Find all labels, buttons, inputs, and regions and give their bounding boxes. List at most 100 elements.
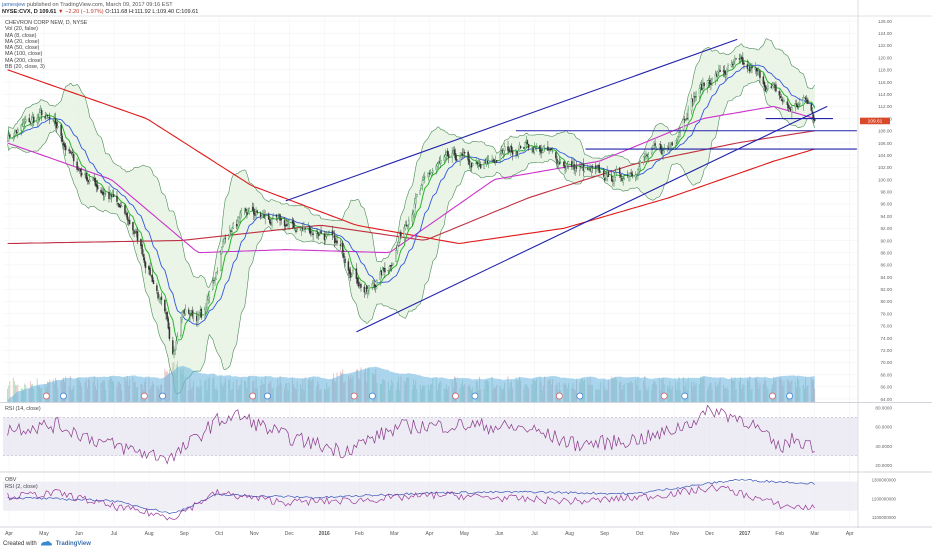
price-tick-label: 86.00 — [881, 263, 893, 268]
candle-body — [698, 88, 701, 97]
candle-body — [166, 312, 168, 320]
candle-body — [755, 67, 758, 72]
price-tick-label: 96.00 — [881, 202, 893, 207]
candle-body — [572, 163, 574, 166]
candle-body — [388, 266, 391, 270]
candle-body — [455, 159, 458, 161]
candle-body — [116, 195, 118, 202]
candle-body — [299, 229, 302, 231]
dividend-marker-icon — [159, 392, 166, 400]
candle-body — [790, 108, 792, 112]
candle-body — [772, 84, 775, 87]
time-tick-label: Nov — [670, 531, 679, 537]
price-tick-label: 92.00 — [881, 226, 893, 231]
candle-body — [642, 156, 645, 164]
candle-body — [725, 71, 727, 75]
legend-ma100[interactable]: MA (100, close) — [5, 51, 43, 58]
legend-symbol[interactable]: CHEVRON CORP NEW, D, NYSE — [5, 20, 88, 26]
price-tick-label: 102.00 — [878, 165, 892, 170]
candle-body — [519, 146, 522, 149]
candle-body — [52, 119, 54, 121]
candle-body — [693, 96, 695, 104]
candle-body — [86, 177, 89, 181]
legend-ma200[interactable]: MA (200, close) — [5, 57, 43, 64]
candle-body — [133, 230, 135, 234]
candle-body — [88, 179, 91, 182]
price-tick-label: 98.00 — [881, 190, 893, 195]
volume-bar — [7, 388, 9, 402]
time-tick-label: Mar — [390, 531, 399, 537]
candle-body — [183, 310, 185, 314]
rsi14-label[interactable]: RSI (14, close) — [5, 406, 41, 412]
candle-body — [557, 161, 559, 165]
candle-body — [69, 151, 71, 154]
candle-body — [348, 269, 351, 274]
price-tick-label: 114.00 — [878, 92, 892, 97]
candle-body — [463, 151, 466, 154]
candle-body — [494, 160, 497, 162]
candle-body — [164, 299, 166, 312]
candle-body — [500, 150, 502, 154]
candle-body — [288, 219, 290, 225]
candle-body — [483, 162, 485, 169]
candle-body — [551, 150, 554, 152]
obv-label[interactable]: OBV — [5, 477, 17, 483]
candle-body — [566, 164, 569, 166]
candle-body — [28, 118, 30, 122]
time-tick-label: Dec — [705, 531, 714, 537]
tradingview-brand[interactable]: TradingView — [55, 540, 91, 547]
candle-body — [734, 60, 736, 62]
time-tick-label: Apr — [846, 531, 854, 537]
candle-body — [695, 96, 697, 98]
candle-body — [626, 175, 629, 177]
candle-body — [448, 154, 450, 158]
candle-body — [461, 153, 464, 156]
rsi-tick-label: 40.0000 — [875, 444, 892, 449]
candle-body — [630, 172, 632, 174]
legend-bb[interactable]: BB (20, close, 3) — [5, 64, 45, 71]
candle-body — [326, 234, 328, 237]
candle-body — [251, 206, 254, 211]
legend-ma20[interactable]: MA (20, close) — [5, 38, 40, 45]
legend-ma8[interactable]: MA (8, close) — [5, 32, 37, 39]
candle-body — [264, 215, 266, 219]
candle-body — [355, 268, 358, 279]
candle-body — [686, 117, 688, 120]
legend-volume[interactable]: Vol (20, false) — [5, 26, 38, 33]
legend-ma50[interactable]: MA (50, close) — [5, 45, 40, 52]
candle-body — [125, 213, 127, 215]
candle-body — [22, 122, 25, 127]
rsi2-label[interactable]: RSI (2, close) — [5, 484, 38, 490]
candle-body — [542, 146, 545, 153]
candle-body — [318, 233, 320, 236]
candle-body — [158, 296, 160, 299]
candle-body — [278, 214, 280, 216]
price-tick-label: 80.00 — [881, 299, 893, 304]
candle-body — [774, 84, 776, 86]
candle-body — [175, 340, 178, 350]
ma-line-20 — [7, 64, 815, 325]
candle-body — [615, 169, 618, 173]
candle-body — [406, 225, 409, 227]
candle-body — [533, 147, 535, 153]
candle-body — [432, 170, 434, 174]
price-tick-label: 72.00 — [881, 348, 893, 353]
candle-body — [515, 152, 517, 155]
candle-body — [12, 137, 14, 139]
candle-body — [759, 71, 761, 78]
time-tick-label: Mar — [810, 531, 819, 537]
candle-body — [722, 70, 725, 72]
candle-body — [30, 119, 33, 124]
candle-body — [182, 310, 184, 312]
candle-body — [208, 291, 211, 298]
price-tick-label: 74.00 — [881, 336, 893, 341]
candle-body — [429, 173, 432, 175]
candle-body — [501, 150, 504, 153]
candle-body — [323, 233, 326, 241]
last-price-value: 109.61 — [868, 119, 883, 125]
candle-body — [93, 178, 95, 181]
author-link[interactable]: jamesjew — [2, 2, 26, 8]
time-tick-label: Feb — [775, 531, 784, 537]
candle-body — [460, 155, 463, 158]
candle-body — [812, 114, 815, 121]
